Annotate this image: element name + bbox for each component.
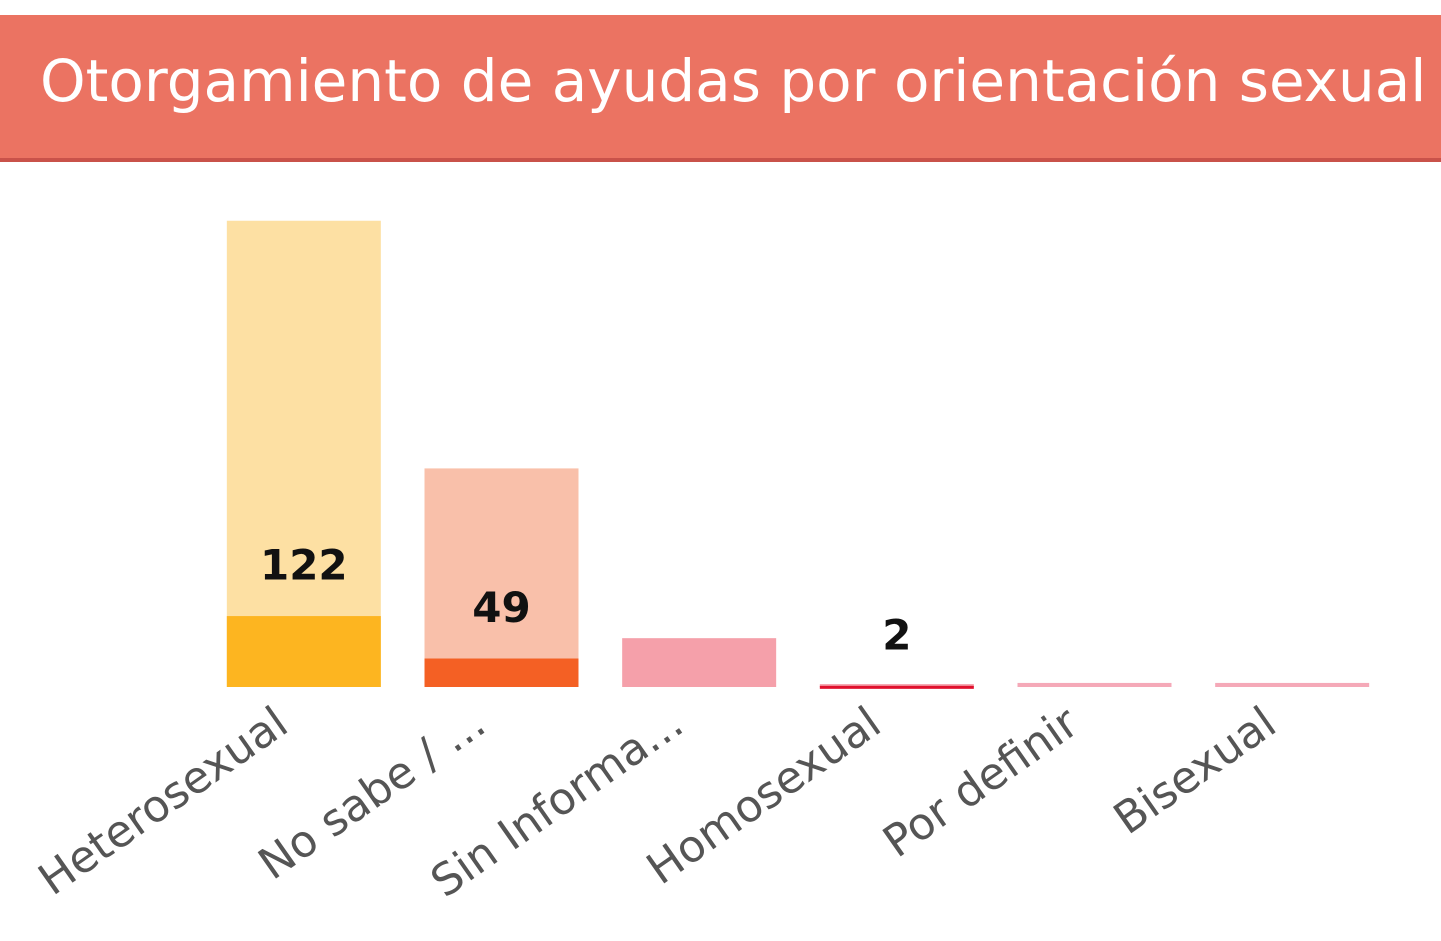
chart-title: Otorgamiento de ayudas por orientación s… <box>40 47 1426 115</box>
data-label: 49 <box>472 583 530 632</box>
data-label: 122 <box>260 541 348 590</box>
bar <box>226 616 381 687</box>
data-label: 2 <box>882 610 911 659</box>
bar <box>819 684 974 688</box>
title-band <box>0 15 1441 160</box>
bar <box>1017 682 1172 687</box>
title-band-border <box>0 158 1441 162</box>
bar <box>819 685 974 689</box>
bar <box>226 220 381 688</box>
bar <box>424 468 579 687</box>
x-tick-label: Heterosexual <box>30 697 298 906</box>
x-tick-label: Por definir <box>874 697 1088 868</box>
bar <box>1215 682 1370 687</box>
bar <box>622 638 777 687</box>
bar <box>424 658 579 687</box>
x-tick-label: Bisexual <box>1105 697 1286 845</box>
